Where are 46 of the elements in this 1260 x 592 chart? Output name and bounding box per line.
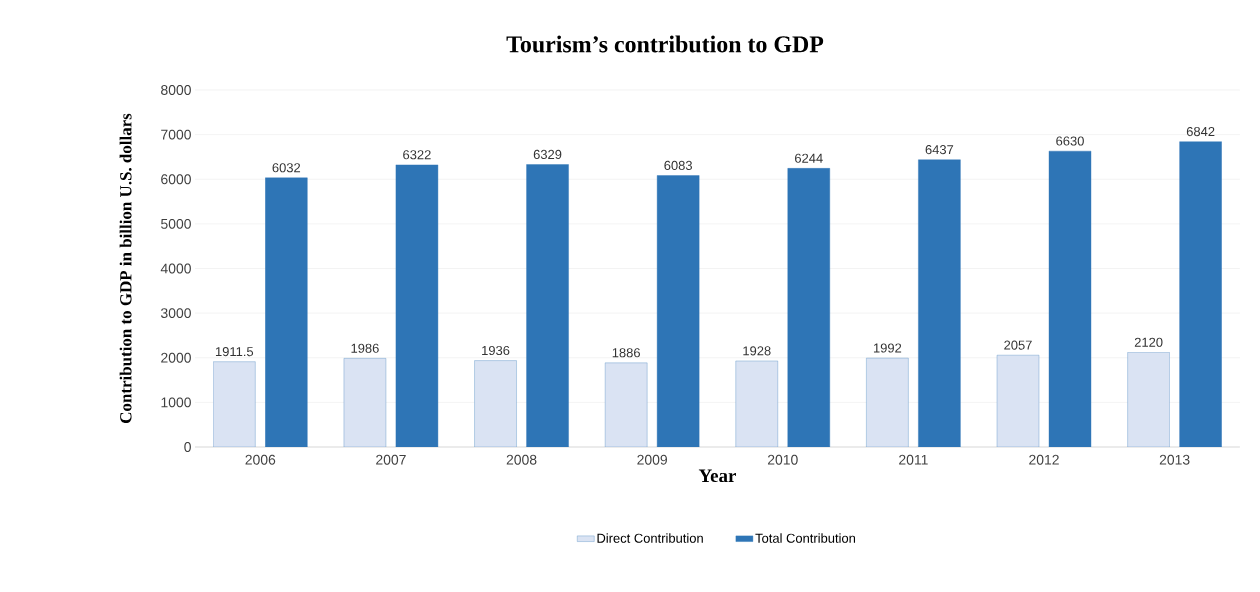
x-axis-title: Year <box>698 469 736 483</box>
data-label: 6083 <box>664 160 692 171</box>
x-tick-label: 2013 <box>1159 454 1190 465</box>
bar <box>604 362 648 447</box>
legend-label: Total Contribution <box>755 533 856 543</box>
bar <box>996 355 1040 447</box>
bar <box>735 360 778 447</box>
bar <box>866 357 909 447</box>
data-label: 6437 <box>925 145 954 155</box>
x-tick-label: 2008 <box>506 454 537 465</box>
data-label: 1936 <box>482 345 510 356</box>
data-label: 6322 <box>403 150 431 160</box>
y-tick-label: 8000 <box>161 85 191 95</box>
data-label: 6032 <box>272 163 301 173</box>
y-tick-label: 0 <box>184 442 191 452</box>
y-tick-label: 3000 <box>160 308 191 319</box>
data-label: 1911.5 <box>215 347 254 357</box>
data-label: 1886 <box>612 348 640 358</box>
bar <box>213 361 256 447</box>
bar <box>343 358 387 447</box>
data-label: 2120 <box>1134 337 1163 347</box>
x-tick-label: 2006 <box>245 454 276 465</box>
data-label: 6244 <box>795 153 823 163</box>
data-label: 6329 <box>533 149 562 160</box>
legend-label: Direct Contribution <box>597 533 703 543</box>
x-tick-label: 2012 <box>1029 454 1059 465</box>
x-tick-label: 2009 <box>637 454 667 465</box>
data-label: 1992 <box>873 343 902 353</box>
bar <box>474 360 517 447</box>
y-tick-label: 1000 <box>161 397 191 408</box>
x-tick-label: 2007 <box>376 454 406 465</box>
data-label: 6630 <box>1056 136 1084 146</box>
y-tick-label: 7000 <box>161 129 191 140</box>
y-axis-title: Contribution to GDP in billion U.S. dollars <box>119 113 132 423</box>
y-tick-label: 4000 <box>160 263 191 274</box>
x-tick-label: 2010 <box>767 454 798 465</box>
y-tick-label: 6000 <box>161 174 191 185</box>
chart-title: Tourism’s contribution to GDP <box>506 35 824 53</box>
bar <box>1127 352 1170 447</box>
x-tick-label: 2011 <box>899 454 928 465</box>
data-label: 6842 <box>1186 126 1215 137</box>
data-label: 1986 <box>351 343 379 353</box>
data-label: 2057 <box>1004 340 1032 350</box>
y-tick-label: 2000 <box>161 352 191 363</box>
y-tick-label: 5000 <box>161 218 191 229</box>
data-label: 1928 <box>743 346 771 356</box>
